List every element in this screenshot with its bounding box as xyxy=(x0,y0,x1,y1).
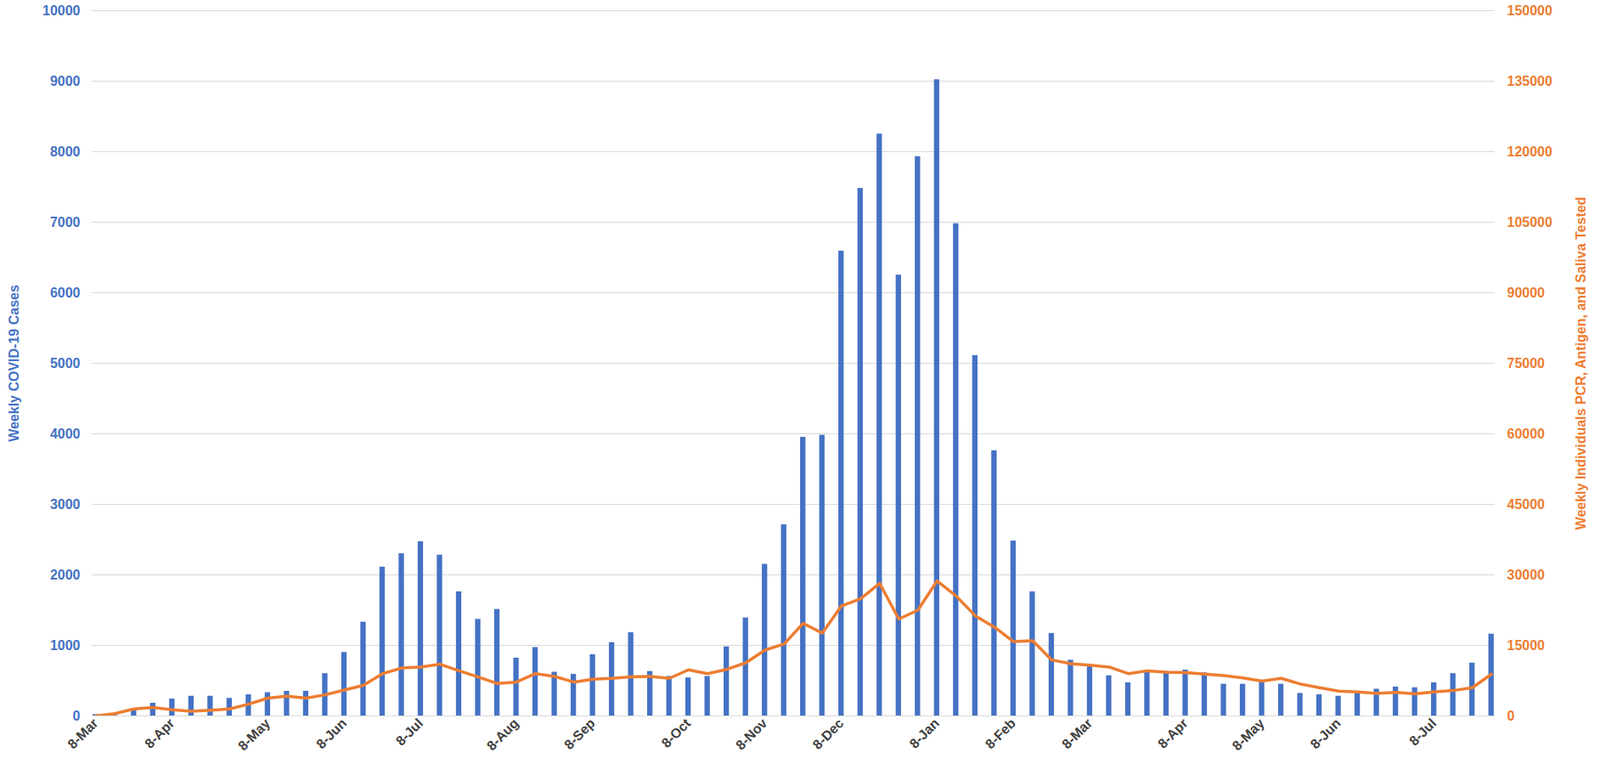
svg-text:8-Jun: 8-Jun xyxy=(1307,715,1344,751)
svg-text:30000: 30000 xyxy=(1507,567,1546,582)
svg-text:8-Apr: 8-Apr xyxy=(1154,715,1191,751)
svg-text:8-Mar: 8-Mar xyxy=(1059,715,1095,751)
svg-text:4000: 4000 xyxy=(50,426,81,441)
svg-text:5000: 5000 xyxy=(50,355,81,371)
svg-text:8-Sep: 8-Sep xyxy=(561,715,598,752)
svg-text:60000: 60000 xyxy=(1507,426,1546,441)
svg-text:75000: 75000 xyxy=(1507,355,1546,371)
svg-text:8-Apr: 8-Apr xyxy=(141,715,178,751)
svg-text:8-Jan: 8-Jan xyxy=(907,715,943,751)
svg-text:Weekly Individuals PCR, Antige: Weekly Individuals PCR, Antigen, and Sal… xyxy=(1573,197,1589,530)
svg-text:0: 0 xyxy=(73,708,81,723)
svg-text:105000: 105000 xyxy=(1507,214,1553,230)
svg-text:15000: 15000 xyxy=(1507,637,1546,653)
svg-text:8-Aug: 8-Aug xyxy=(484,715,522,753)
svg-text:3000: 3000 xyxy=(50,496,81,512)
svg-text:8-May: 8-May xyxy=(235,715,273,753)
svg-text:8-Jul: 8-Jul xyxy=(393,715,426,748)
svg-text:90000: 90000 xyxy=(1507,285,1546,300)
svg-text:7000: 7000 xyxy=(50,214,81,230)
svg-text:8-Jun: 8-Jun xyxy=(313,715,350,751)
svg-text:10000: 10000 xyxy=(42,3,81,18)
svg-text:0: 0 xyxy=(1507,708,1516,723)
svg-text:8-Jul: 8-Jul xyxy=(1406,715,1439,748)
svg-text:8-May: 8-May xyxy=(1229,715,1268,753)
svg-text:150000: 150000 xyxy=(1507,3,1553,18)
svg-text:120000: 120000 xyxy=(1507,144,1553,159)
svg-text:6000: 6000 xyxy=(50,285,81,300)
svg-text:2000: 2000 xyxy=(50,567,81,582)
svg-text:8-Feb: 8-Feb xyxy=(982,715,1019,751)
svg-text:8-Dec: 8-Dec xyxy=(810,715,847,752)
svg-text:1000: 1000 xyxy=(50,637,81,653)
svg-text:9000: 9000 xyxy=(50,73,81,89)
svg-text:135000: 135000 xyxy=(1507,73,1553,89)
svg-text:45000: 45000 xyxy=(1507,496,1546,512)
svg-text:8-Oct: 8-Oct xyxy=(658,715,693,750)
svg-text:Weekly COVID-19 Cases: Weekly COVID-19 Cases xyxy=(6,284,22,442)
svg-text:8000: 8000 xyxy=(50,144,81,159)
svg-text:8-Nov: 8-Nov xyxy=(732,715,771,753)
svg-text:8-Mar: 8-Mar xyxy=(64,715,101,751)
